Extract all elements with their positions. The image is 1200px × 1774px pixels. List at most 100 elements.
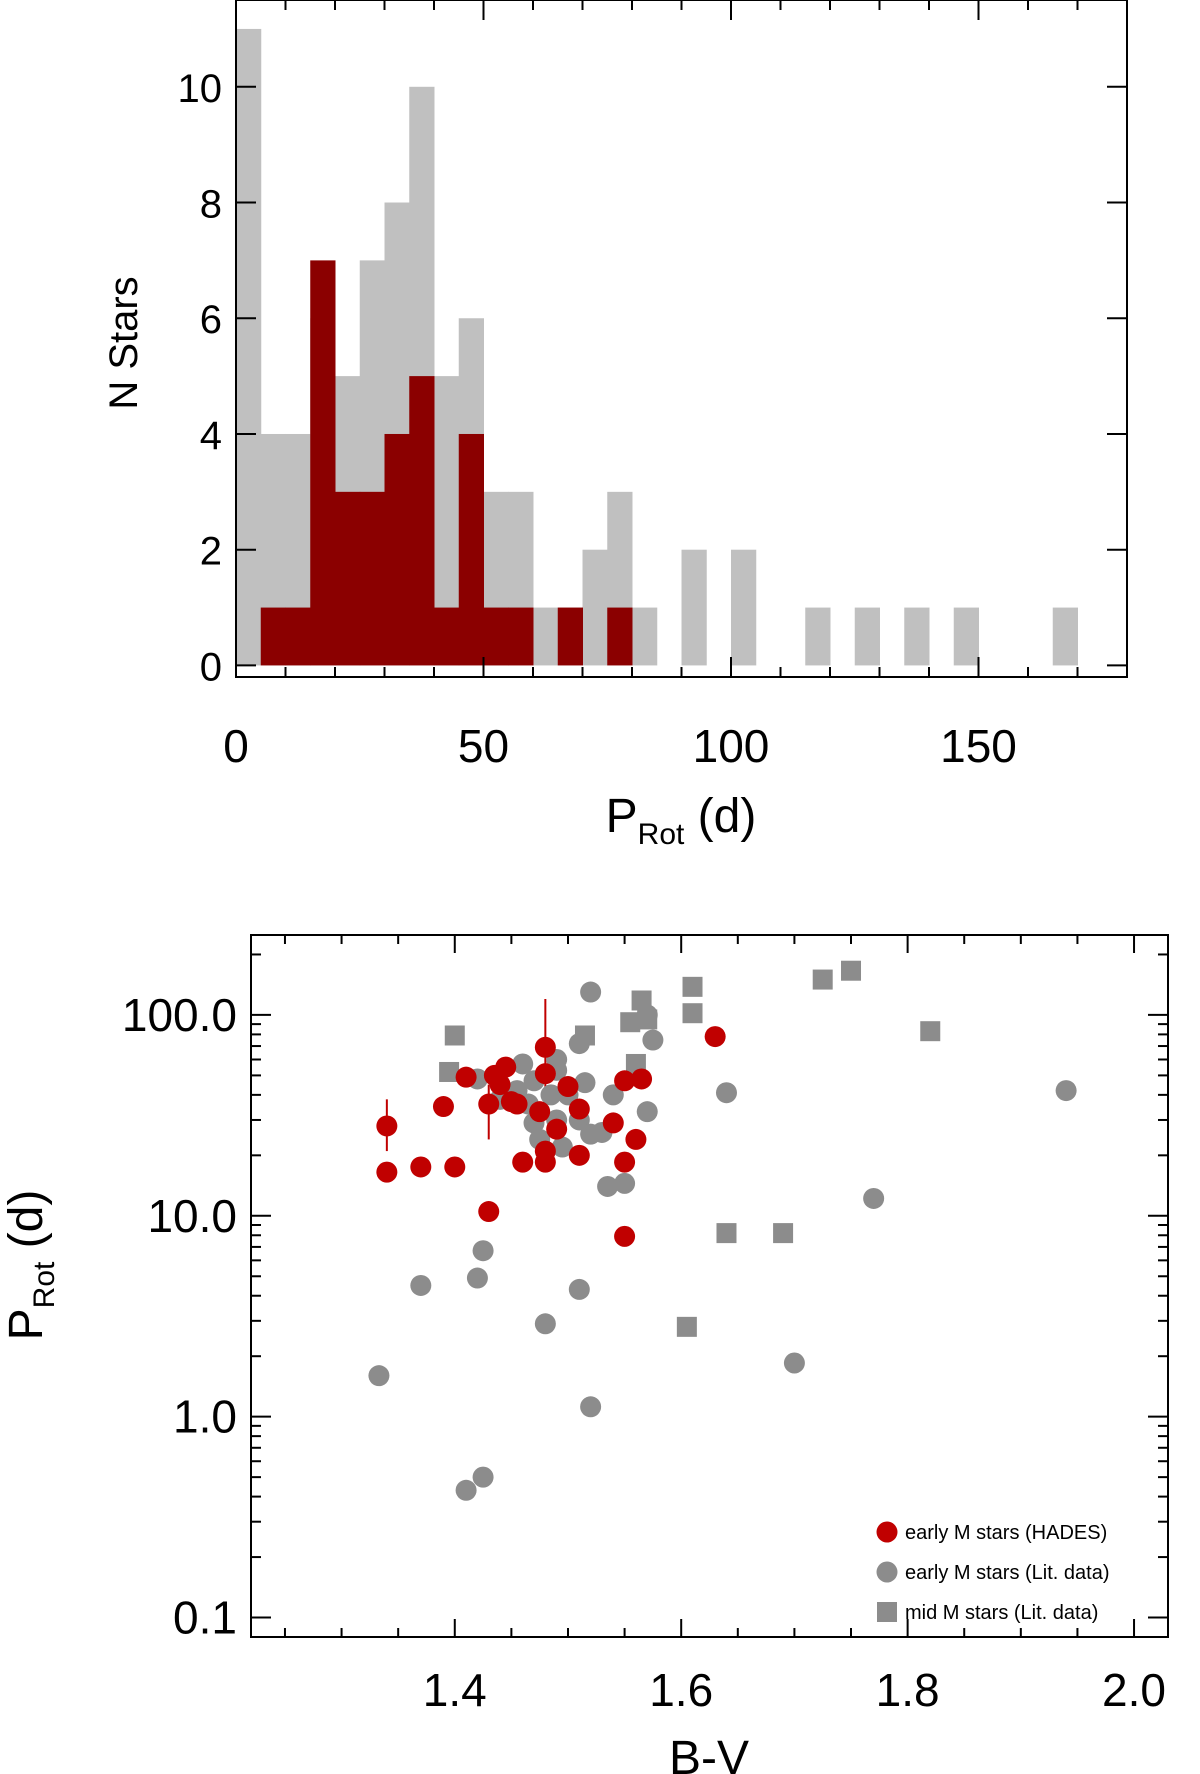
histogram-bar (260, 607, 286, 666)
hades-star-marker (614, 1151, 636, 1173)
legend-circle-marker (876, 1561, 898, 1583)
hades-star-marker (602, 1112, 624, 1134)
lit-star-marker (472, 1240, 494, 1262)
lit-star-marker (580, 981, 602, 1003)
lit-star-marker (580, 1396, 602, 1418)
lit-star-marker (551, 1136, 573, 1158)
lit-star-marker (368, 1365, 390, 1387)
histogram-bar (904, 607, 930, 666)
histogram-bars (236, 28, 1078, 666)
hades-star-marker (455, 1066, 477, 1088)
histogram-bar (681, 549, 707, 666)
histogram-x-axis-label-subscript: Rot (638, 818, 685, 851)
histogram-ticks: 0 50 100 150 0 2 4 6 8 10 (178, 0, 1127, 772)
scatter-points (368, 960, 1077, 1501)
hades-star-marker (478, 1093, 500, 1115)
histogram-bar (854, 607, 880, 666)
hades-star-marker (625, 1128, 647, 1150)
lit-star-marker (574, 1072, 596, 1094)
histogram-y-tick-label: 4 (200, 414, 222, 458)
lit-star-marker (602, 1084, 624, 1106)
mid-m-star-marker (682, 1003, 703, 1024)
mid-m-star-marker (682, 976, 703, 997)
hades-star-marker (376, 1161, 398, 1183)
mid-m-star-marker (841, 960, 862, 981)
lit-star-marker (466, 1267, 488, 1289)
hades-star-marker (512, 1151, 534, 1173)
histogram-y-tick-label: 8 (200, 183, 222, 227)
lit-star-marker (472, 1466, 494, 1488)
histogram-y-tick-label: 10 (178, 67, 223, 111)
mid-m-star-marker (920, 1021, 941, 1042)
histogram-bar (557, 607, 583, 666)
scatter-plot-frame (250, 934, 1169, 1638)
histogram-bar (533, 607, 559, 666)
histogram-x-tick-label: 0 (223, 720, 249, 772)
hades-star-marker (376, 1115, 398, 1137)
scatter-ticks: 1.4 1.6 1.8 2.0 0.1 1.0 10.0 100.0 (122, 935, 1168, 1716)
scatter-y-axis-label-subscript: Rot (28, 1261, 61, 1308)
lit-star-marker (597, 1175, 619, 1197)
hades-star-marker (529, 1101, 551, 1123)
legend-label: early M stars (HADES) (905, 1522, 1107, 1544)
scatter-x-tick-label: 1.4 (423, 1664, 487, 1716)
lit-star-marker (783, 1352, 805, 1374)
histogram-y-tick-label: 6 (200, 298, 222, 342)
histogram-x-axis-label-main: P (606, 790, 638, 843)
histogram-x-tick-label: 150 (940, 720, 1017, 772)
histogram-bar (236, 28, 262, 666)
scatter-y-tick-label: 1.0 (173, 1391, 237, 1443)
histogram-panel: 0 50 100 150 0 2 4 6 8 10 N Stars PRot (d) (102, 0, 1128, 851)
lit-star-marker (1055, 1080, 1077, 1102)
legend-square-marker (877, 1602, 897, 1622)
scatter-y-tick-label: 10.0 (147, 1190, 237, 1242)
hades-star-marker (631, 1068, 653, 1090)
scatter-panel: 1.4 1.6 1.8 2.0 0.1 1.0 10.0 100.0 early M star… (0, 934, 1169, 1774)
hades-star-marker (534, 1036, 556, 1058)
lit-star-marker (455, 1479, 477, 1501)
lit-star-marker (715, 1082, 737, 1104)
mid-m-star-marker (812, 969, 833, 990)
hades-star-marker (568, 1098, 590, 1120)
histogram-bar (384, 433, 410, 666)
lit-star-marker (642, 1029, 664, 1051)
lit-star-marker (863, 1187, 885, 1209)
mid-m-star-marker (439, 1061, 460, 1082)
legend-label: early M stars (Lit. data) (905, 1562, 1110, 1584)
histogram-bar (458, 433, 484, 666)
mid-m-star-marker (620, 1012, 641, 1033)
mid-m-star-marker (637, 1009, 658, 1030)
mid-m-star-marker (631, 990, 652, 1011)
histogram-x-tick-label: 50 (458, 720, 509, 772)
histogram-bar (285, 607, 311, 666)
histogram-bar (335, 491, 361, 666)
scatter-x-tick-label: 1.8 (876, 1664, 940, 1716)
scatter-x-tick-label: 1.6 (649, 1664, 713, 1716)
lit-star-marker (636, 1101, 658, 1123)
lit-star-marker (410, 1274, 432, 1296)
scatter-x-tick-label: 2.0 (1102, 1664, 1166, 1716)
hades-star-marker (506, 1093, 528, 1115)
lit-star-marker (540, 1084, 562, 1106)
hades-star-marker (546, 1118, 568, 1140)
scatter-y-tick-label: 100.0 (122, 989, 237, 1041)
mid-m-star-marker (574, 1025, 595, 1046)
hades-star-marker (534, 1063, 556, 1085)
hades-star-marker (614, 1070, 636, 1092)
lit-star-marker (614, 1172, 636, 1194)
histogram-bar (731, 549, 757, 666)
mid-m-star-marker (716, 1223, 737, 1244)
histogram-bar (582, 549, 608, 666)
hades-star-marker (534, 1151, 556, 1173)
histogram-x-axis-label-unit: (d) (684, 790, 756, 843)
histogram-bar (483, 607, 509, 666)
hades-star-marker (704, 1026, 726, 1048)
histogram-y-tick-label: 0 (200, 645, 222, 689)
hades-star-marker (614, 1225, 636, 1247)
histogram-bar (310, 260, 336, 666)
hades-star-marker (495, 1056, 517, 1078)
hades-star-marker (432, 1096, 454, 1118)
hades-star-marker (410, 1156, 432, 1178)
hades-star-marker (568, 1144, 590, 1166)
